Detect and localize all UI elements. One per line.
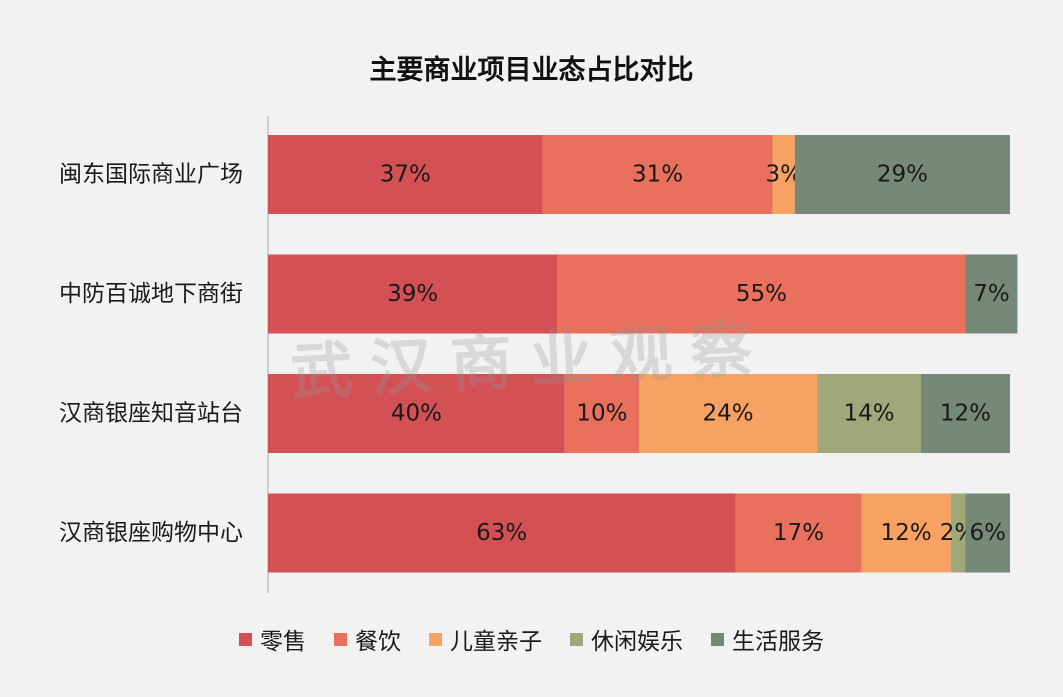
legend-label: 餐饮: [355, 629, 401, 655]
bar-segment: [564, 374, 639, 453]
legend-item-dining: 餐饮: [334, 622, 401, 656]
chart-legend: 零售 餐饮 儿童亲子 休闲娱乐 生活服务: [0, 622, 1063, 656]
bar-segment: [772, 135, 795, 214]
chart-title: 主要商业项目业态占比对比: [369, 55, 694, 86]
legend-swatch: [570, 632, 583, 646]
bar-segment: [557, 254, 966, 334]
category-label: 汉商银座购物中心: [59, 520, 243, 546]
legend-swatch: [334, 632, 347, 646]
bar-segment: [965, 493, 1010, 573]
data-label: 12%: [940, 401, 991, 427]
legend-label: 生活服务: [732, 629, 824, 655]
legend-label: 休闲娱乐: [591, 629, 683, 655]
data-label: 37%: [380, 162, 431, 188]
bar-segment: [268, 135, 543, 214]
legend-swatch: [429, 632, 442, 646]
data-label: 7%: [973, 281, 1010, 307]
bar-segment: [268, 254, 558, 334]
bar-segment: [794, 135, 1010, 214]
category-label: 中防百诚地下商街: [59, 281, 243, 307]
data-label: 6%: [969, 520, 1006, 546]
bar-segment: [861, 493, 951, 573]
category-label: 汉商银座知音站台: [59, 401, 243, 427]
bar-segment: [735, 493, 862, 573]
legend-item-kids: 儿童亲子: [429, 622, 542, 656]
data-label: 31%: [632, 162, 683, 188]
data-label: 39%: [387, 281, 438, 307]
data-label: 24%: [702, 401, 753, 427]
data-label: 17%: [773, 520, 824, 546]
data-label: 10%: [576, 401, 627, 427]
bar-segment: [817, 374, 921, 453]
data-label: 55%: [736, 281, 787, 307]
bar-segment: [268, 493, 736, 573]
category-label: 闽东国际商业广场: [59, 162, 243, 188]
legend-swatch: [239, 632, 252, 646]
legend-label: 儿童亲子: [450, 629, 542, 655]
bar-segment: [268, 374, 565, 453]
legend-label: 零售: [260, 629, 306, 655]
data-label: 12%: [881, 520, 932, 546]
legend-item-leisure: 休闲娱乐: [570, 622, 683, 656]
data-label: 14%: [843, 401, 894, 427]
legend-swatch: [711, 632, 724, 646]
data-label: 40%: [391, 401, 442, 427]
legend-item-services: 生活服务: [711, 622, 824, 656]
bar-segment: [920, 374, 1010, 453]
bar-segment: [965, 254, 1018, 334]
legend-item-retail: 零售: [239, 622, 306, 656]
bar-segment: [639, 374, 818, 453]
data-label: 63%: [476, 520, 527, 546]
bar-segment: [950, 493, 966, 573]
bar-segment: [542, 135, 773, 214]
data-label: 29%: [877, 162, 928, 188]
